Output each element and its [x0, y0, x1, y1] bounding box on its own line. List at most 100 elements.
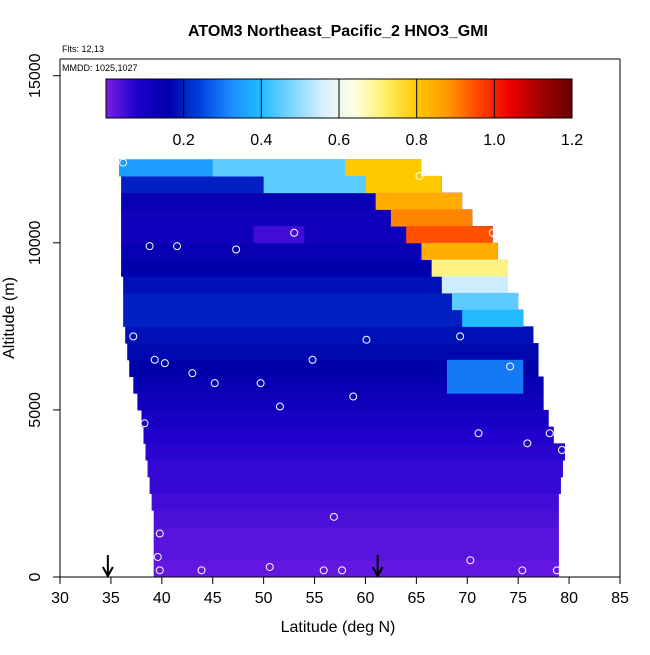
- x-tick-label-9: 75: [509, 590, 527, 607]
- observation-point-5: [290, 228, 299, 237]
- heatmap-band-11: [133, 376, 544, 394]
- observation-point-0: [119, 158, 128, 167]
- x-axis-label: Latitude (deg N): [281, 619, 396, 636]
- x-axis: 30 35 40 45 50 55 60 65 70 75 80 85: [51, 577, 629, 607]
- x-tick-label-0: 30: [51, 590, 69, 607]
- observation-point-6: [488, 228, 497, 237]
- colorbar-tick-label-5: 1.2: [561, 132, 583, 149]
- observation-point-15: [256, 379, 265, 388]
- heatmap-band-8: [143, 426, 554, 444]
- observation-point-19: [275, 402, 284, 411]
- observation-point-32: [338, 566, 347, 575]
- x-tick-label-8: 70: [458, 590, 476, 607]
- colorbar-tick-label-3: 0.8: [406, 132, 428, 149]
- observation-point-33: [466, 556, 475, 565]
- colorbar-tick-label-4: 1.0: [483, 132, 505, 149]
- flight-arrows: [101, 555, 384, 579]
- observation-markers: [119, 158, 566, 575]
- flights-annotation: Flts: 12,13: [62, 44, 104, 54]
- observation-point-14: [210, 379, 219, 388]
- observation-point-28: [155, 566, 164, 575]
- heatmap-band-7: [145, 443, 566, 461]
- heatmap-band-2: [153, 526, 559, 545]
- observation-point-22: [523, 439, 532, 448]
- heatmap-highlight-3: [390, 209, 473, 227]
- observation-point-8: [362, 335, 371, 344]
- heatmap-band-15: [123, 309, 524, 327]
- heatmap-cells: [119, 159, 566, 577]
- heatmap-band-12: [129, 359, 539, 377]
- heatmap-highlight-6: [431, 259, 508, 277]
- y-tick-label-1: 5000: [27, 392, 44, 428]
- observation-point-23: [545, 429, 554, 438]
- date-annotation: MMDD: 1025,1027: [62, 63, 138, 73]
- heatmap-band-4: [151, 493, 559, 511]
- heatmap-band-14: [125, 326, 534, 344]
- observation-point-31: [319, 566, 328, 575]
- colorbar: 0.2 0.4 0.6 0.8 1.0 1.2: [105, 78, 583, 149]
- y-axis-label: Altitude (m): [1, 277, 18, 359]
- chart-title: ATOM3 Northeast_Pacific_2 HNO3_GMI: [188, 23, 488, 40]
- x-tick-label-2: 40: [153, 590, 171, 607]
- x-tick-label-7: 65: [407, 590, 425, 607]
- x-tick-label-10: 80: [560, 590, 578, 607]
- observation-point-7: [129, 332, 138, 341]
- observation-point-3: [173, 242, 182, 251]
- plot-frame: [59, 58, 621, 578]
- observation-point-21: [474, 429, 483, 438]
- observation-point-29: [197, 566, 206, 575]
- heatmap-highlight-13: [446, 359, 524, 394]
- heatmap-band-17: [123, 276, 509, 294]
- observation-point-24: [557, 446, 566, 455]
- heatmap-band-10: [137, 393, 544, 411]
- colorbar-tick-label-0: 0.2: [173, 132, 195, 149]
- x-tick-label-3: 45: [204, 590, 222, 607]
- observation-point-10: [537, 322, 546, 331]
- observation-point-12: [160, 359, 169, 368]
- observation-point-16: [308, 355, 317, 364]
- heatmap-highlight-2: [375, 192, 463, 210]
- x-tick-label-6: 60: [357, 590, 375, 607]
- observation-point-13: [188, 369, 197, 378]
- heatmap-band-19: [121, 242, 498, 261]
- heatmap-band-0: [153, 560, 559, 577]
- heatmap-band-21: [121, 209, 473, 227]
- observation-point-26: [155, 529, 164, 538]
- observation-point-17: [506, 362, 515, 371]
- heatmap-highlight-10: [212, 159, 346, 177]
- heatmap-highlight-8: [452, 292, 519, 311]
- observation-point-11: [150, 355, 159, 364]
- observation-point-2: [145, 242, 154, 251]
- observation-point-35: [552, 566, 561, 575]
- heatmap-band-16: [123, 292, 519, 311]
- colorbar-tick-label-2: 0.6: [328, 132, 350, 149]
- heatmap-band-3: [153, 510, 559, 528]
- observation-point-1: [415, 171, 424, 180]
- heatmap-band-5: [149, 476, 561, 494]
- heatmap-highlight-0: [345, 159, 422, 177]
- observation-point-20: [140, 419, 149, 428]
- x-tick-label-1: 35: [102, 590, 120, 607]
- x-tick-label-11: 85: [611, 590, 629, 607]
- heatmap-highlight-7: [441, 276, 508, 294]
- heatmap-highlight-5: [421, 242, 498, 261]
- observation-point-27: [153, 552, 162, 561]
- observation-point-9: [456, 332, 465, 341]
- heatmap-band-13: [127, 343, 539, 361]
- y-tick-label-3: 15000: [27, 53, 44, 98]
- flight-arrow-1: [371, 555, 384, 579]
- y-axis: 0 5000 10000 15000: [27, 53, 60, 581]
- colorbar-tick-label-1: 0.4: [250, 132, 272, 149]
- y-tick-label-2: 10000: [27, 220, 44, 265]
- heatmap-band-1: [153, 543, 559, 561]
- heatmap-band-6: [147, 460, 563, 478]
- y-tick-label-0: 0: [27, 572, 44, 581]
- x-tick-label-4: 50: [255, 590, 273, 607]
- heatmap-band-18: [121, 259, 508, 277]
- heatmap-highlight-1: [365, 175, 442, 194]
- heatmap-band-9: [141, 409, 549, 428]
- heatmap-highlight-11: [263, 175, 366, 194]
- observation-point-30: [265, 562, 274, 571]
